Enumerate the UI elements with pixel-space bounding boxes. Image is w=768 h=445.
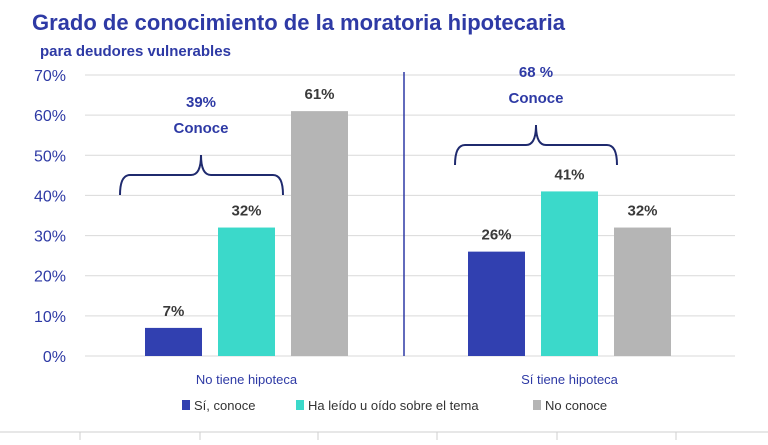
legend: Sí, conoce Ha leído u oído sobre el tema N… — [182, 398, 607, 413]
y-tick-label: 50% — [34, 148, 66, 165]
bracket-label: Conoce — [173, 120, 228, 137]
chart-subtitle: para deudores vulnerables — [40, 43, 231, 60]
legend-swatch — [296, 400, 304, 410]
y-tick-label: 0% — [43, 349, 66, 366]
bars — [145, 111, 671, 356]
bracket-value: 68 % — [519, 64, 553, 81]
x-category-label: Sí tiene hipoteca — [521, 372, 619, 387]
data-label: 41% — [554, 166, 584, 183]
data-label: 7% — [163, 303, 185, 320]
data-label: 61% — [304, 86, 334, 103]
y-tick-label: 30% — [34, 229, 66, 246]
y-axis-ticks: 0% 10% 20% 30% 40% 50% 60% 70% — [34, 68, 66, 366]
bar — [541, 191, 598, 356]
y-tick-label: 60% — [34, 108, 66, 125]
legend-label: No conoce — [545, 398, 607, 413]
data-label: 32% — [627, 203, 657, 220]
bracket — [119, 154, 284, 196]
y-tick-label: 40% — [34, 188, 66, 205]
y-tick-label: 10% — [34, 309, 66, 326]
bar — [291, 111, 348, 356]
legend-swatch — [182, 400, 190, 410]
bottom-rule — [0, 431, 768, 440]
brackets: 39% Conoce 68 % Conoce — [119, 64, 618, 196]
bar — [145, 327, 202, 356]
y-tick-label: 70% — [34, 68, 66, 85]
data-label: 32% — [231, 203, 261, 220]
bar — [614, 227, 671, 356]
bracket — [454, 124, 618, 166]
data-label: 26% — [481, 227, 511, 244]
y-tick-label: 20% — [34, 269, 66, 286]
bar — [468, 251, 525, 356]
legend-swatch — [533, 400, 541, 410]
gridlines — [85, 74, 735, 357]
bracket-value: 39% — [186, 94, 216, 111]
data-labels: 7% 32% 61% 26% 41% 32% — [163, 86, 658, 320]
x-axis-categories: No tiene hipoteca Sí tiene hipoteca — [196, 372, 619, 387]
chart-title: Grado de conocimiento de la moratoria hi… — [32, 10, 566, 35]
x-category-label: No tiene hipoteca — [196, 372, 298, 387]
legend-label: Ha leído u oído sobre el tema — [308, 398, 479, 413]
bracket-label: Conoce — [508, 90, 563, 107]
legend-label: Sí, conoce — [194, 398, 255, 413]
bar — [218, 227, 275, 356]
